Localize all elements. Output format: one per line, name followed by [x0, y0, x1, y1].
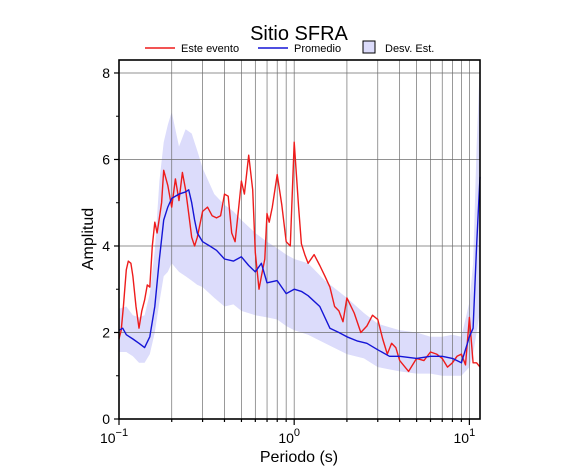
- plot-frame: [118, 59, 481, 420]
- legend-label-desv-est: Desv. Est.: [385, 43, 434, 55]
- legend-label-este-evento: Este evento: [181, 43, 239, 55]
- legend: Este evento Promedio Desv. Est.: [145, 40, 434, 55]
- chart-title: Sitio SFRA: [250, 23, 348, 45]
- x-tick-label: 100: [278, 427, 300, 446]
- y-tick-label: 6: [102, 151, 110, 167]
- std-band-layer: [119, 60, 480, 376]
- legend-label-promedio: Promedio: [294, 43, 341, 55]
- axes-layer: 0 2 4 6 8 10−1 100 101: [100, 59, 481, 446]
- y-tick-label: 8: [102, 65, 110, 81]
- x-axis-label: Periodo (s): [260, 449, 338, 466]
- x-tick-label: 10−1: [100, 427, 128, 446]
- series-layer: [118, 141, 481, 373]
- y-tick-label: 4: [102, 238, 110, 254]
- y-axis-label: Amplitud: [80, 208, 97, 270]
- y-tick-label: 0: [102, 411, 110, 427]
- series-promedio-line: [118, 176, 481, 364]
- x-tick-label: 101: [454, 427, 476, 446]
- series-desv-est-band: [119, 60, 480, 376]
- y-tick-label: 2: [102, 324, 110, 340]
- legend-swatch-desv-est: [362, 40, 376, 54]
